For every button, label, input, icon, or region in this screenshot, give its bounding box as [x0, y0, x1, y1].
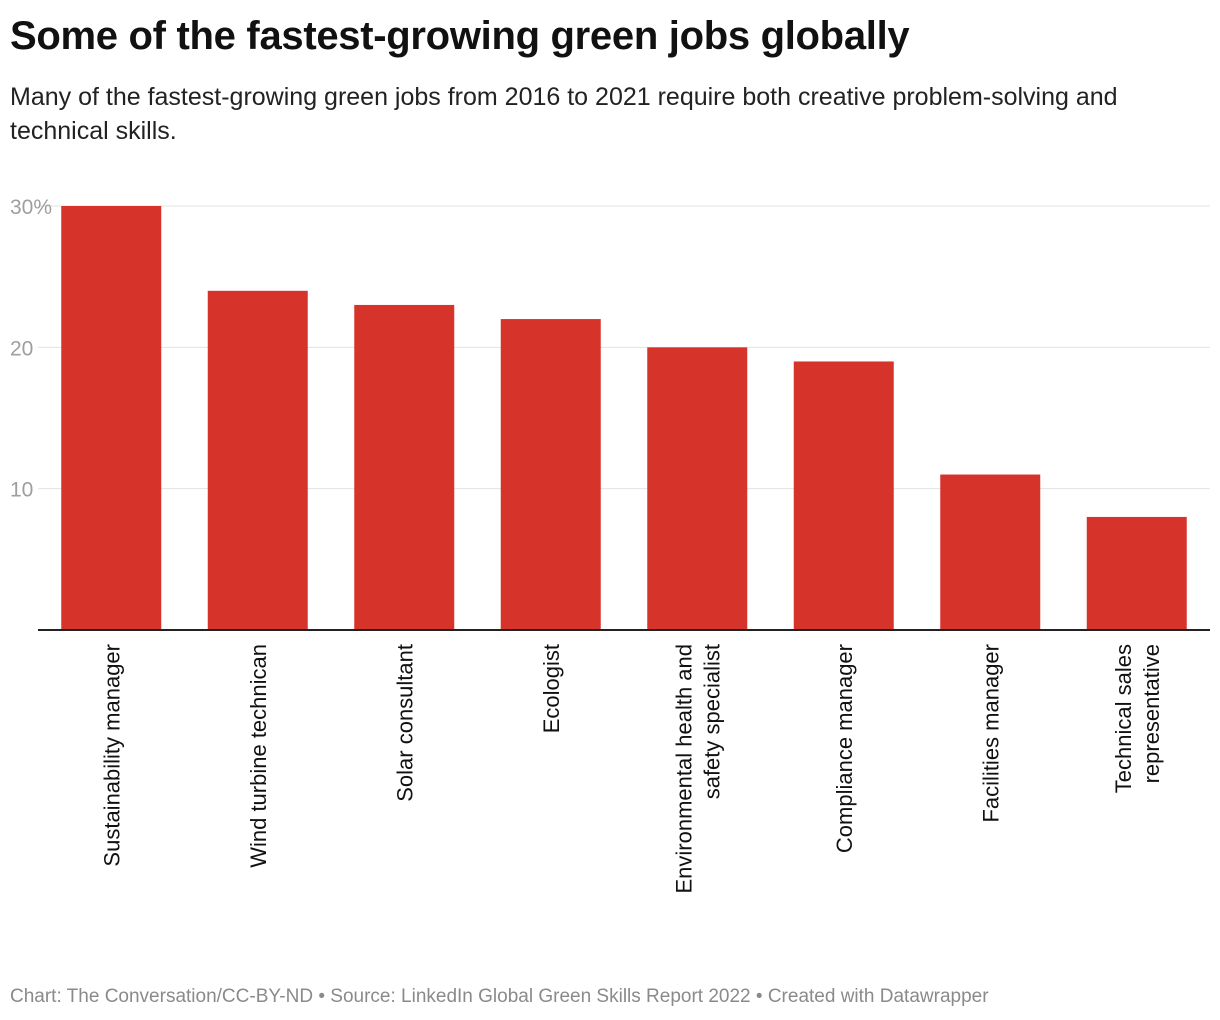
x-category-label-line: Environmental health and — [671, 644, 696, 894]
x-category-label: Solar consultant — [392, 644, 417, 802]
x-category-label-line: Solar consultant — [392, 644, 417, 802]
x-category-label: Sustainability manager — [99, 644, 124, 867]
x-category-label-line: Wind turbine technican — [246, 644, 271, 868]
bar-chart: 10 20 30% Sustainability manager Wind turbin… — [10, 196, 1210, 894]
x-category-label-line: Ecologist — [539, 644, 564, 733]
bar — [61, 206, 162, 630]
bar — [207, 290, 308, 630]
y-tick-label: 10 — [10, 479, 33, 502]
chart-footer: Chart: The Conversation/CC-BY-ND • Sourc… — [10, 986, 989, 1007]
x-category-label-line: Sustainability manager — [99, 644, 124, 867]
x-category-label: Compliance manager — [832, 644, 857, 853]
bar — [500, 319, 601, 630]
chart-subtitle: Many of the fastest-growing green jobs f… — [10, 83, 1118, 145]
chart-title: Some of the fastest-growing green jobs g… — [10, 14, 910, 58]
bar — [793, 361, 894, 630]
x-category-label-line: safety specialist — [699, 644, 724, 799]
x-category-label: Technical sales representative — [1111, 644, 1164, 793]
x-category-label-line: Technical sales — [1111, 644, 1136, 793]
y-tick-label: 20 — [10, 337, 33, 360]
x-category-label-line: representative — [1139, 644, 1164, 783]
bar — [940, 474, 1041, 630]
x-category-label: Ecologist — [539, 644, 564, 733]
x-category-label: Facilities manager — [978, 644, 1003, 823]
y-tick-label: 30% — [10, 196, 52, 219]
bar — [647, 347, 748, 630]
x-category-label-line: Compliance manager — [832, 644, 857, 853]
bar — [1086, 516, 1187, 630]
x-category-label-line: Facilities manager — [978, 644, 1003, 823]
x-category-label: Environmental health and safety specialis… — [671, 644, 724, 894]
x-category-label: Wind turbine technican — [246, 644, 271, 868]
bar — [354, 304, 455, 630]
